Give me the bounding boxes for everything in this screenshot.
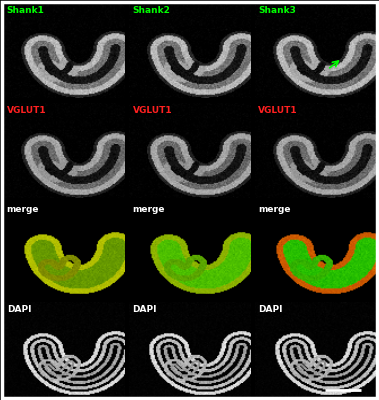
Text: VGLUT1: VGLUT1 (258, 106, 298, 115)
Text: merge: merge (7, 205, 39, 214)
Text: VGLUT1: VGLUT1 (7, 106, 46, 115)
Text: merge: merge (133, 205, 165, 214)
Text: DAPI: DAPI (7, 305, 31, 314)
Text: VGLUT1: VGLUT1 (133, 106, 172, 115)
Text: DAPI: DAPI (133, 305, 157, 314)
Text: DAPI: DAPI (258, 305, 283, 314)
Text: Shank2: Shank2 (133, 6, 171, 15)
Text: merge: merge (258, 205, 291, 214)
Text: Shank1: Shank1 (7, 6, 45, 15)
Text: Shank3: Shank3 (258, 6, 296, 15)
